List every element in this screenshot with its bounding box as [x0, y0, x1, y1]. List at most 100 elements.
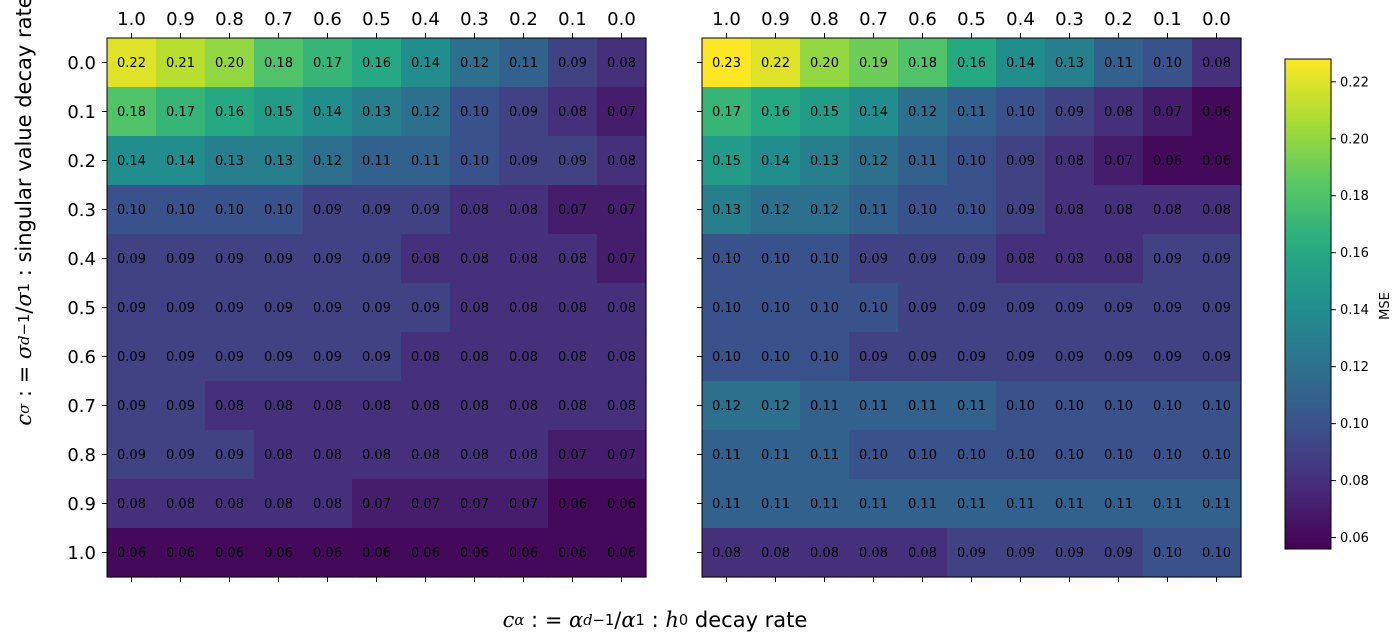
heatmap-cell — [702, 283, 752, 333]
cell-value-label: 0.11 — [712, 448, 741, 463]
cell-value-label: 0.12 — [411, 105, 440, 120]
heatmap-cell — [156, 528, 206, 578]
heatmap-cell — [751, 87, 801, 137]
heatmap-cell — [800, 136, 850, 186]
heatmap-cell — [1045, 234, 1095, 284]
heatmap-cell — [947, 430, 997, 480]
cell-value-label: 0.10 — [1153, 546, 1182, 561]
heatmap-cell — [996, 234, 1046, 284]
heatmap-cell — [1045, 185, 1095, 235]
colorbar: MSE 0.06 0.08 0.10 0.12 0.14 0.16 0.18 0.20 0.22 — [1284, 58, 1393, 550]
heatmap-cell — [107, 234, 157, 284]
heatmap-cell — [1045, 38, 1095, 88]
cell-value-label: 0.18 — [908, 56, 937, 71]
cell-value-label: 0.09 — [1153, 301, 1182, 316]
cell-value-label: 0.09 — [1202, 252, 1231, 267]
heatmap-cell — [303, 185, 353, 235]
heatmap-cell — [1143, 38, 1193, 88]
cell-value-label: 0.08 — [509, 448, 538, 463]
cell-value-label: 0.10 — [1055, 448, 1084, 463]
cell-value-label: 0.10 — [1202, 448, 1231, 463]
heatmap-cell — [156, 136, 206, 186]
heatmap-cell — [1143, 234, 1193, 284]
cell-value-label: 0.08 — [215, 399, 244, 414]
cell-value-label: 0.09 — [1153, 252, 1182, 267]
cell-value-label: 0.12 — [460, 56, 489, 71]
x-tick-label: 0.1 — [1153, 9, 1182, 30]
cell-value-label: 0.09 — [264, 252, 293, 267]
heatmap-cell — [352, 479, 402, 529]
heatmap-cell — [1192, 528, 1242, 578]
cell-value-label: 0.10 — [460, 105, 489, 120]
cell-value-label: 0.21 — [166, 56, 195, 71]
cell-value-label: 0.10 — [957, 448, 986, 463]
cell-value-label: 0.06 — [1153, 154, 1182, 169]
cell-value-label: 0.08 — [908, 546, 937, 561]
cell-value-label: 0.06 — [460, 546, 489, 561]
x-tick-label: 0.3 — [1055, 9, 1084, 30]
cell-value-label: 0.11 — [908, 497, 937, 512]
heatmap-cell — [1045, 430, 1095, 480]
cell-value-label: 0.09 — [264, 301, 293, 316]
cell-value-label: 0.11 — [712, 497, 741, 512]
heatmap-cell — [947, 87, 997, 137]
cell-value-label: 0.08 — [460, 301, 489, 316]
cell-value-label: 0.08 — [509, 301, 538, 316]
heatmap-cell — [1094, 479, 1144, 529]
heatmap-cell — [450, 528, 500, 578]
colorbar-tick-label: 0.10 — [1340, 417, 1369, 432]
cell-value-label: 0.09 — [166, 301, 195, 316]
cell-value-label: 0.18 — [264, 56, 293, 71]
heatmap-cell — [996, 430, 1046, 480]
cell-value-label: 0.10 — [1104, 399, 1133, 414]
heatmap-cell — [548, 332, 598, 382]
heatmap-cell — [597, 185, 647, 235]
heatmap-cell — [352, 185, 402, 235]
heatmap-cell — [597, 234, 647, 284]
heatmap-cell — [1045, 332, 1095, 382]
heatmap-cell — [947, 38, 997, 88]
cell-value-label: 0.08 — [859, 546, 888, 561]
cell-value-label: 0.09 — [362, 203, 391, 218]
cell-value-label: 0.09 — [1055, 546, 1084, 561]
colorbar-label: MSE — [1378, 292, 1393, 320]
cell-value-label: 0.10 — [859, 301, 888, 316]
cell-value-label: 0.09 — [1153, 350, 1182, 365]
cell-value-label: 0.08 — [117, 497, 146, 512]
heatmap-cell — [1094, 332, 1144, 382]
cell-value-label: 0.12 — [859, 154, 888, 169]
cell-value-label: 0.08 — [509, 350, 538, 365]
cell-value-label: 0.14 — [1006, 56, 1035, 71]
heatmap-cell — [1094, 234, 1144, 284]
heatmap-cell — [751, 528, 801, 578]
heatmap-cell — [849, 479, 899, 529]
heatmap-cell — [947, 185, 997, 235]
cell-value-label: 0.08 — [558, 350, 587, 365]
heatmap-cell — [1192, 38, 1242, 88]
heatmap-cell — [1192, 381, 1242, 431]
cell-value-label: 0.06 — [313, 546, 342, 561]
cell-value-label: 0.11 — [957, 497, 986, 512]
heatmap-cell — [401, 185, 451, 235]
cell-value-label: 0.08 — [460, 399, 489, 414]
heatmap-cell — [597, 332, 647, 382]
heatmap-cell — [107, 185, 157, 235]
heatmap-cell — [849, 528, 899, 578]
heatmap-cell — [597, 479, 647, 529]
heatmap-cell — [1094, 87, 1144, 137]
cell-value-label: 0.11 — [509, 56, 538, 71]
cell-value-label: 0.06 — [166, 546, 195, 561]
heatmap-cell — [597, 87, 647, 137]
cell-value-label: 0.10 — [215, 203, 244, 218]
heatmap-cell — [702, 136, 752, 186]
heatmap-cell — [499, 136, 549, 186]
cell-value-label: 0.10 — [712, 301, 741, 316]
cell-value-label: 0.10 — [957, 203, 986, 218]
cell-value-label: 0.08 — [607, 154, 636, 169]
heatmap-cell — [1094, 528, 1144, 578]
heatmap-cell — [107, 381, 157, 431]
heatmap-cell — [205, 136, 255, 186]
cell-value-label: 0.09 — [859, 350, 888, 365]
heatmap-cell — [898, 87, 948, 137]
heatmap-cell — [499, 38, 549, 88]
